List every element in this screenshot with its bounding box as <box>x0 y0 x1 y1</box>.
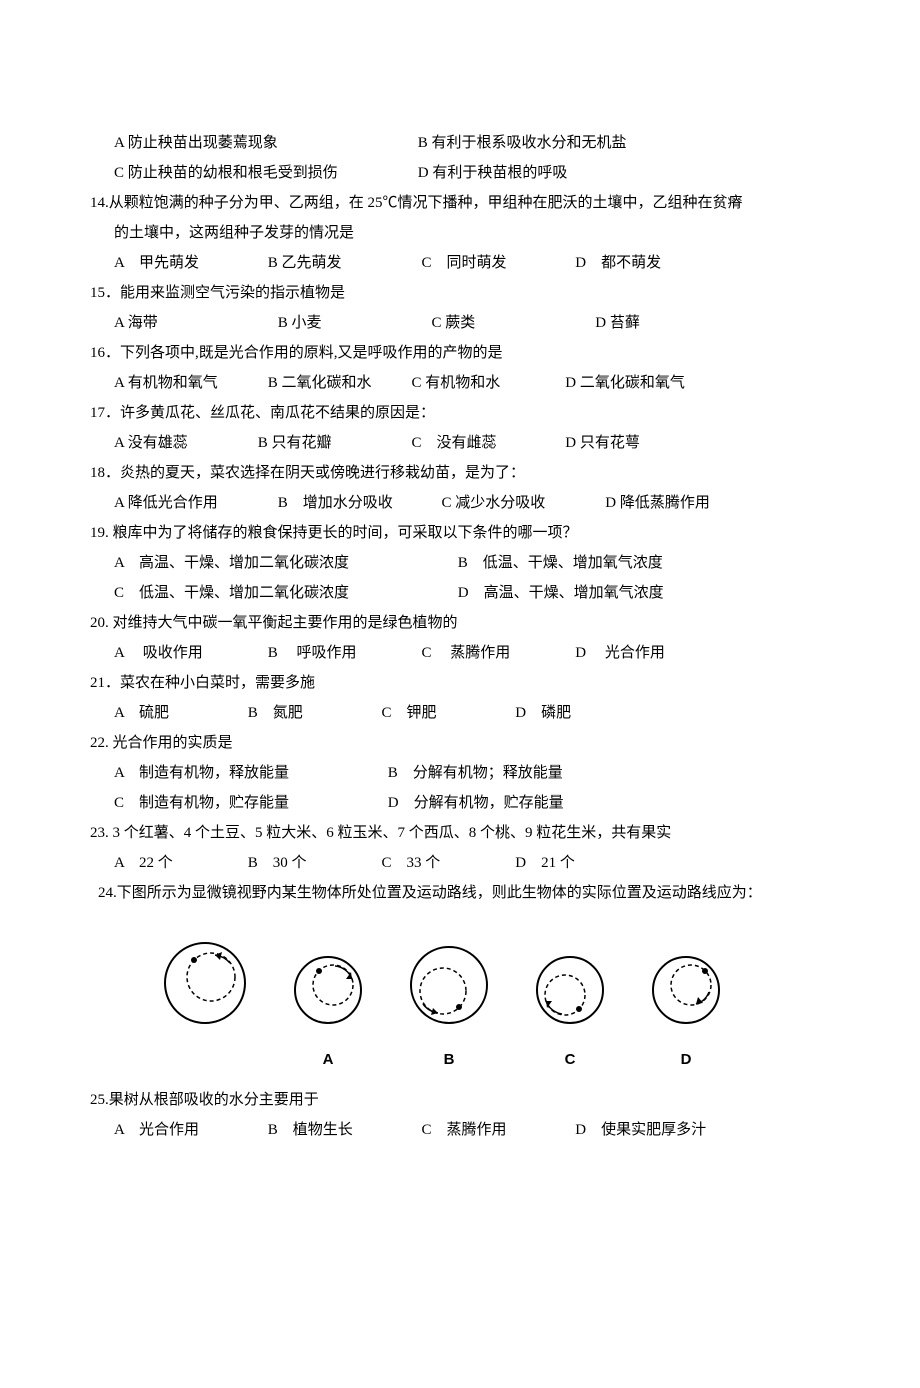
q18-stem: 18．炎热的夏天，菜农选择在阴天或傍晚进行移栽幼苗，是为了： <box>90 458 830 488</box>
q18-optB: B 增加水分吸收 <box>278 488 438 518</box>
q18-optA: A 降低光合作用 <box>114 488 274 518</box>
q13-optA: A 防止秧苗出现萎蔫现象 <box>114 128 414 158</box>
q15-options: A 海带 B 小麦 C 蕨类 D 苔藓 <box>90 308 830 338</box>
q22-optB: B 分解有机物；释放能量 <box>388 765 563 781</box>
q24-stem-figure <box>160 938 250 1075</box>
q24-label-A: A <box>290 1045 366 1075</box>
q15-optC: C 蕨类 <box>432 308 592 338</box>
q14-optD: D 都不萌发 <box>575 248 661 278</box>
q23-options: A 22 个 B 30 个 C 33 个 D 21 个 <box>90 848 830 878</box>
q24-figure-row: A B C <box>90 908 830 1085</box>
q14-stem-line2: 的土壤中，这两组种子发芽的情况是 <box>90 218 830 248</box>
q24-figure-B: B <box>406 942 492 1075</box>
q21-optD: D 磷肥 <box>515 698 571 728</box>
q21-optB: B 氮肥 <box>248 698 378 728</box>
q25-options: A 光合作用 B 植物生长 C 蒸腾作用 D 使果实肥厚多汁 <box>90 1115 830 1145</box>
q19-optB: B 低温、干燥、增加氧气浓度 <box>458 555 663 571</box>
q25-optB: B 植物生长 <box>268 1115 418 1145</box>
q22-optA: A 制造有机物，释放能量 <box>114 758 384 788</box>
option-b-icon <box>406 942 492 1028</box>
q16-optB: B 二氧化碳和水 <box>268 368 408 398</box>
q20-options: A 吸收作用 B 呼吸作用 C 蒸腾作用 D 光合作用 <box>90 638 830 668</box>
q25-optD: D 使果实肥厚多汁 <box>575 1115 706 1145</box>
option-d-icon <box>648 952 724 1028</box>
q20-optA: A 吸收作用 <box>114 638 264 668</box>
exam-page: A 防止秧苗出现萎蔫现象 B 有利于根系吸收水分和无机盐 C 防止秧苗的幼根和根… <box>0 0 920 1205</box>
q18-optC: C 减少水分吸收 <box>442 488 602 518</box>
q13-optC: C 防止秧苗的幼根和根毛受到损伤 <box>114 158 414 188</box>
q21-optC: C 钾肥 <box>382 698 512 728</box>
q23-optD: D 21 个 <box>515 848 575 878</box>
q15-optD: D 苔藓 <box>595 308 640 338</box>
q24-label-B: B <box>406 1045 492 1075</box>
q13-options-row1: A 防止秧苗出现萎蔫现象 B 有利于根系吸收水分和无机盐 <box>90 128 830 158</box>
q17-options: A 没有雄蕊 B 只有花瓣 C 没有雌蕊 D 只有花萼 <box>90 428 830 458</box>
q14-optB: B 乙先萌发 <box>268 248 418 278</box>
q19-optA: A 高温、干燥、增加二氧化碳浓度 <box>114 548 454 578</box>
q22-options-row2: C 制造有机物，贮存能量 D 分解有机物，贮存能量 <box>90 788 830 818</box>
q25-optC: C 蒸腾作用 <box>422 1115 572 1145</box>
q23-optB: B 30 个 <box>248 848 378 878</box>
q20-optB: B 呼吸作用 <box>268 638 418 668</box>
q25-optA: A 光合作用 <box>114 1115 264 1145</box>
option-c-icon <box>532 952 608 1028</box>
q18-optD: D 降低蒸腾作用 <box>605 488 710 518</box>
q16-options: A 有机物和氧气 B 二氧化碳和水 C 有机物和水 D 二氧化碳和氧气 <box>90 368 830 398</box>
q22-optC: C 制造有机物，贮存能量 <box>114 788 384 818</box>
q17-optA: A 没有雄蕊 <box>114 428 254 458</box>
q19-stem: 19. 粮库中为了将储存的粮食保持更长的时间，可采取以下条件的哪一项？ <box>90 518 830 548</box>
q17-optB: B 只有花瓣 <box>258 428 408 458</box>
q19-options-row1: A 高温、干燥、增加二氧化碳浓度 B 低温、干燥、增加氧气浓度 <box>90 548 830 578</box>
q16-optD: D 二氧化碳和氧气 <box>565 368 685 398</box>
q14-optC: C 同时萌发 <box>422 248 572 278</box>
q20-optC: C 蒸腾作用 <box>422 638 572 668</box>
q24-figure-A: A <box>290 952 366 1075</box>
q24-figure-D: D <box>648 952 724 1075</box>
q17-stem: 17．许多黄瓜花、丝瓜花、南瓜花不结果的原因是： <box>90 398 830 428</box>
q17-optC: C 没有雌蕊 <box>412 428 562 458</box>
q14-stem-line1: 14.从颗粒饱满的种子分为甲、乙两组，在 25℃情况下播种，甲组种在肥沃的土壤中… <box>90 188 830 218</box>
q19-optD: D 高温、干燥、增加氧气浓度 <box>458 585 664 601</box>
q22-stem: 22. 光合作用的实质是 <box>90 728 830 758</box>
q15-optB: B 小麦 <box>278 308 428 338</box>
q13-optD: D 有利于秧苗根的呼吸 <box>418 165 568 181</box>
q19-options-row2: C 低温、干燥、增加二氧化碳浓度 D 高温、干燥、增加氧气浓度 <box>90 578 830 608</box>
q23-optA: A 22 个 <box>114 848 244 878</box>
q24-label-D: D <box>648 1045 724 1075</box>
q22-options-row1: A 制造有机物，释放能量 B 分解有机物；释放能量 <box>90 758 830 788</box>
q21-options: A 硫肥 B 氮肥 C 钾肥 D 磷肥 <box>90 698 830 728</box>
q16-optA: A 有机物和氧气 <box>114 368 264 398</box>
q19-optC: C 低温、干燥、增加二氧化碳浓度 <box>114 578 454 608</box>
option-a-icon <box>290 952 366 1028</box>
q13-options-row2: C 防止秧苗的幼根和根毛受到损伤 D 有利于秧苗根的呼吸 <box>90 158 830 188</box>
q22-optD: D 分解有机物，贮存能量 <box>388 795 564 811</box>
q14-options: A 甲先萌发 B 乙先萌发 C 同时萌发 D 都不萌发 <box>90 248 830 278</box>
q15-stem: 15．能用来监测空气污染的指示植物是 <box>90 278 830 308</box>
q17-optD: D 只有花萼 <box>565 428 640 458</box>
q14-optA: A 甲先萌发 <box>114 248 264 278</box>
q24-figure-C: C <box>532 952 608 1075</box>
q15-optA: A 海带 <box>114 308 274 338</box>
q23-stem: 23. 3 个红薯、4 个土豆、5 粒大米、6 粒玉米、7 个西瓜、8 个桃、9… <box>90 818 830 848</box>
q16-optC: C 有机物和水 <box>412 368 562 398</box>
q21-optA: A 硫肥 <box>114 698 244 728</box>
q20-stem: 20. 对维持大气中碳一氧平衡起主要作用的是绿色植物的 <box>90 608 830 638</box>
q18-options: A 降低光合作用 B 增加水分吸收 C 减少水分吸收 D 降低蒸腾作用 <box>90 488 830 518</box>
q23-optC: C 33 个 <box>382 848 512 878</box>
q24-stem: 24.下图所示为显微镜视野内某生物体所处位置及运动路线，则此生物体的实际位置及运… <box>90 878 830 908</box>
microscope-view-icon <box>160 938 250 1028</box>
q13-optB: B 有利于根系吸收水分和无机盐 <box>418 135 627 151</box>
q21-stem: 21．菜农在种小白菜时，需要多施 <box>90 668 830 698</box>
q24-label-C: C <box>532 1045 608 1075</box>
q16-stem: 16．下列各项中,既是光合作用的原料,又是呼吸作用的产物的是 <box>90 338 830 368</box>
q25-stem: 25.果树从根部吸收的水分主要用于 <box>90 1085 830 1115</box>
q20-optD: D 光合作用 <box>575 638 665 668</box>
